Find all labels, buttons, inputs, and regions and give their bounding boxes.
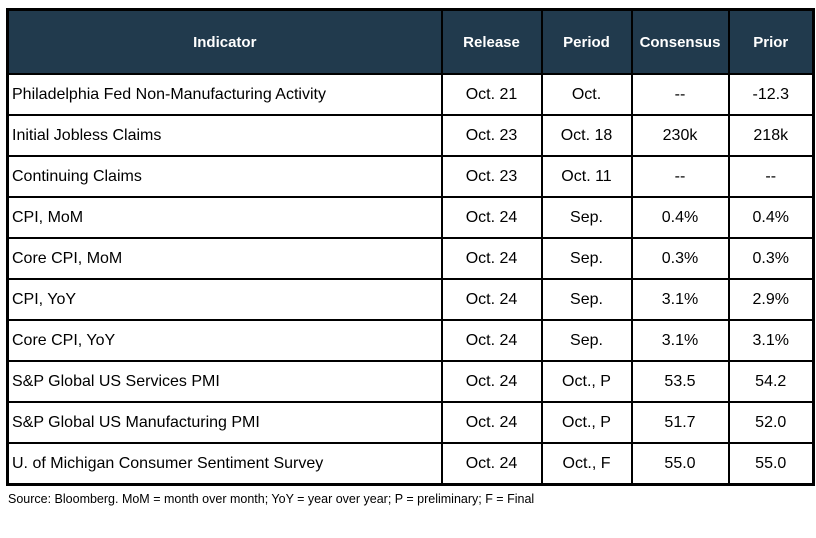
cell-consensus: 230k	[630, 114, 730, 157]
cell-indicator: S&P Global US Services PMI	[6, 360, 443, 403]
cell-indicator: CPI, YoY	[6, 278, 443, 321]
cell-prior: 3.1%	[727, 319, 815, 362]
cell-release: Oct. 24	[440, 360, 543, 403]
cell-indicator: U. of Michigan Consumer Sentiment Survey	[6, 442, 443, 486]
cell-indicator: Continuing Claims	[6, 155, 443, 198]
cell-consensus: 0.3%	[630, 237, 730, 280]
table-row: Core CPI, MoM Oct. 24 Sep. 0.3% 0.3%	[6, 237, 815, 280]
table-row: Philadelphia Fed Non-Manufacturing Activ…	[6, 73, 815, 116]
cell-prior: 55.0	[727, 442, 815, 486]
table-row: U. of Michigan Consumer Sentiment Survey…	[6, 442, 815, 486]
source-note: Source: Bloomberg. MoM = month over mont…	[8, 492, 535, 506]
cell-period: Sep.	[540, 196, 633, 239]
header-cell-prior: Prior	[727, 8, 815, 75]
cell-period: Sep.	[540, 278, 633, 321]
table-row: S&P Global US Services PMI Oct. 24 Oct., P…	[6, 360, 815, 403]
cell-release: Oct. 24	[440, 196, 543, 239]
cell-release: Oct. 21	[440, 73, 543, 116]
page: Indicator Release Period Consensus Prior Phi…	[6, 8, 815, 506]
cell-consensus: 55.0	[630, 442, 730, 486]
table-row: CPI, MoM Oct. 24 Sep. 0.4% 0.4%	[6, 196, 815, 239]
cell-consensus: --	[630, 155, 730, 198]
cell-release: Oct. 24	[440, 401, 543, 444]
economic-calendar-table: Indicator Release Period Consensus Prior Phi…	[6, 8, 815, 486]
table-row: Initial Jobless Claims Oct. 23 Oct. 18 230k…	[6, 114, 815, 157]
table-row: Core CPI, YoY Oct. 24 Sep. 3.1% 3.1%	[6, 319, 815, 362]
cell-consensus: 53.5	[630, 360, 730, 403]
cell-prior: --	[727, 155, 815, 198]
table-row: CPI, YoY Oct. 24 Sep. 3.1% 2.9%	[6, 278, 815, 321]
cell-release: Oct. 24	[440, 442, 543, 486]
table-row: S&P Global US Manufacturing PMI Oct. 24 Oc…	[6, 401, 815, 444]
cell-consensus: 0.4%	[630, 196, 730, 239]
cell-indicator: Initial Jobless Claims	[6, 114, 443, 157]
cell-prior: 0.4%	[727, 196, 815, 239]
cell-release: Oct. 24	[440, 319, 543, 362]
table-body: Philadelphia Fed Non-Manufacturing Activ…	[6, 73, 815, 486]
header-row: Indicator Release Period Consensus Prior	[6, 8, 815, 75]
cell-prior: 0.3%	[727, 237, 815, 280]
cell-period: Sep.	[540, 237, 633, 280]
cell-prior: 218k	[727, 114, 815, 157]
cell-period: Oct.	[540, 73, 633, 116]
cell-prior: -12.3	[727, 73, 815, 116]
cell-release: Oct. 23	[440, 155, 543, 198]
cell-period: Oct., P	[540, 360, 633, 403]
header-cell-consensus: Consensus	[630, 8, 730, 75]
cell-prior: 52.0	[727, 401, 815, 444]
cell-period: Oct. 11	[540, 155, 633, 198]
cell-consensus: --	[630, 73, 730, 116]
cell-period: Oct., F	[540, 442, 633, 486]
cell-period: Oct. 18	[540, 114, 633, 157]
cell-period: Sep.	[540, 319, 633, 362]
table-row: Continuing Claims Oct. 23 Oct. 11 -- --	[6, 155, 815, 198]
cell-indicator: Philadelphia Fed Non-Manufacturing Activ…	[6, 73, 443, 116]
cell-prior: 2.9%	[727, 278, 815, 321]
cell-indicator: Core CPI, MoM	[6, 237, 443, 280]
cell-release: Oct. 24	[440, 278, 543, 321]
cell-consensus: 51.7	[630, 401, 730, 444]
cell-indicator: CPI, MoM	[6, 196, 443, 239]
cell-consensus: 3.1%	[630, 278, 730, 321]
cell-prior: 54.2	[727, 360, 815, 403]
header-cell-period: Period	[540, 8, 633, 75]
header-cell-indicator: Indicator	[6, 8, 443, 75]
cell-release: Oct. 24	[440, 237, 543, 280]
cell-indicator: S&P Global US Manufacturing PMI	[6, 401, 443, 444]
cell-indicator: Core CPI, YoY	[6, 319, 443, 362]
cell-release: Oct. 23	[440, 114, 543, 157]
header-cell-release: Release	[440, 8, 543, 75]
cell-consensus: 3.1%	[630, 319, 730, 362]
cell-period: Oct., P	[540, 401, 633, 444]
